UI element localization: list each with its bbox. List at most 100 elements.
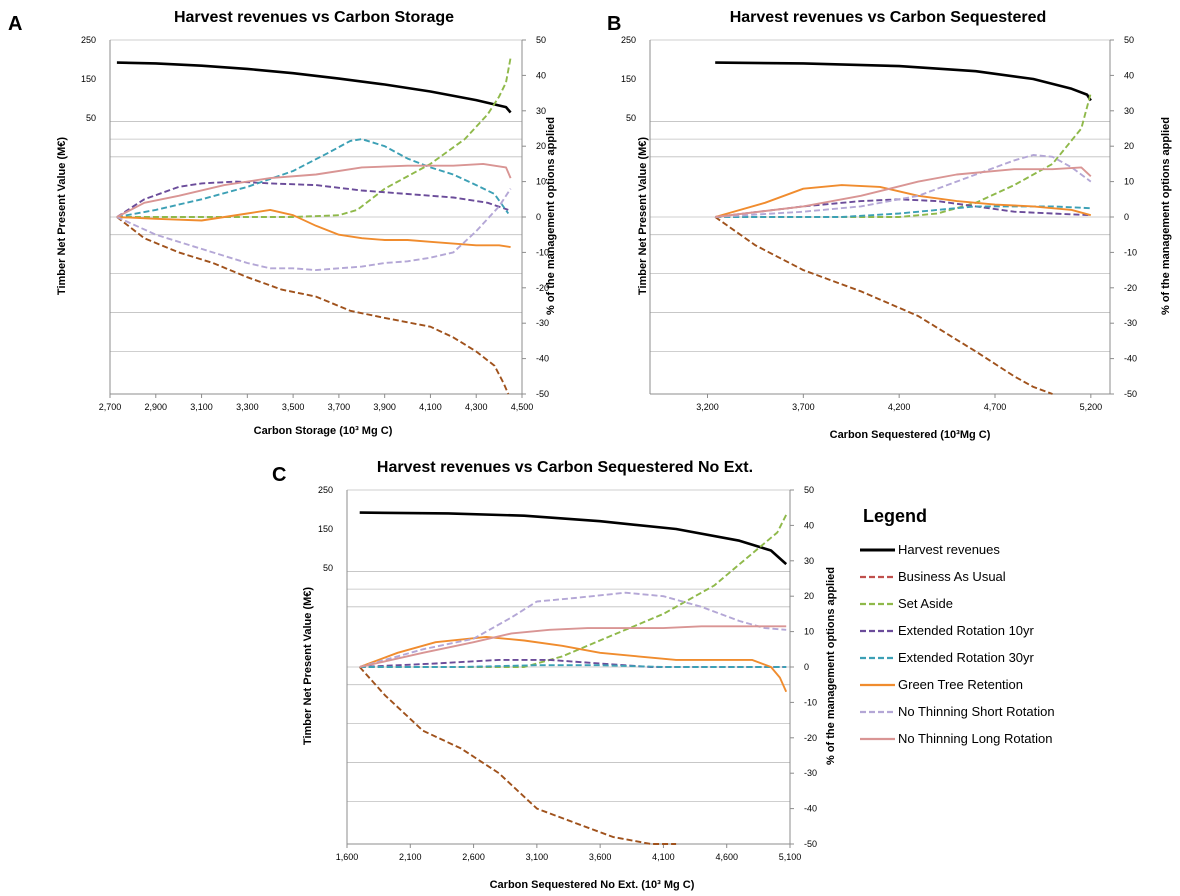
series-line-set-aside [359,514,788,668]
y-right-tick-label: -40 [536,354,549,364]
x-tick-label: 5,100 [779,852,802,862]
series-line-no-thinning-short-rotation [715,154,1092,218]
y-right-tick-label: 40 [804,520,814,530]
panel-label-b: B [607,13,621,35]
panel-label-c: C [272,464,286,486]
legend-label-extended-rotation-30yr: Extended Rotation 30yr [898,650,1035,665]
y-right-tick-label: 10 [1124,177,1134,187]
series-line-set-aside [715,92,1092,218]
y-left-tick-label: 250 [318,485,333,495]
x-tick-label: 4,500 [511,402,534,412]
x-tick-label: 4,100 [652,852,675,862]
x-tick-label: 3,600 [589,852,612,862]
chart-a: 2,700 2,900 3,100 3,300 3,500 3,700 3,900 4,100… [81,35,549,412]
x-axis-label-a: Carbon Storage (10³ Mg C) [254,425,393,437]
series-line-business-as-usual [116,216,510,395]
y-right-tick-label: -20 [1124,283,1137,293]
x-tick-label: 3,300 [236,402,259,412]
y-right-tick-label: -10 [536,247,549,257]
legend: Legend Harvest revenues Business As Usual… [860,506,1055,746]
y-right-tick-label: 20 [804,591,814,601]
x-tick-label: 2,700 [99,402,122,412]
series-line-green-tree-retention [714,184,1092,218]
series-line-no-thinning-long-rotation [359,625,787,668]
y-right-tick-label: 10 [804,627,814,637]
y-right-tick-label: 20 [1124,141,1134,151]
y-axis-right-label-a: % of the management options applied [545,117,557,315]
chart-title-b: Harvest revenues vs Carbon Sequestered [730,9,1047,26]
x-tick-label: 5,200 [1080,402,1103,412]
x-tick-label: 3,100 [526,852,549,862]
y-left-tick-label: 150 [621,74,636,84]
x-tick-label: 2,900 [145,402,168,412]
x-tick-label: 1,600 [336,852,359,862]
legend-label-harvest-revenues: Harvest revenues [898,542,1000,557]
series-line-no-thinning-long-rotation [715,166,1092,218]
x-tick-label: 3,900 [373,402,396,412]
series-line-harvest-revenues [116,61,512,114]
x-axis-label-b: Carbon Sequestered (10³Mg C) [830,429,991,441]
y-right-tick-label: -20 [536,283,549,293]
y-left-tick-label: 50 [626,113,636,123]
y-axis-left-label-c: Timber Net Present Value (M€) [302,587,314,745]
y-right-tick-label: 20 [536,141,546,151]
x-tick-label: 4,300 [465,402,488,412]
y-right-tick-label: 40 [1124,70,1134,80]
legend-label-no-thinning-long-rotation: No Thinning Long Rotation [898,731,1052,746]
x-tick-label: 3,100 [190,402,213,412]
legend-items: Harvest revenues Business As Usual Set Asi… [860,542,1055,746]
y-right-tick-label: -30 [804,768,817,778]
y-right-tick-label: 10 [536,177,546,187]
y-right-tick-label: -10 [1124,247,1137,257]
x-tick-label: 3,700 [792,402,815,412]
series-line-green-tree-retention [359,635,788,693]
x-tick-label: 2,100 [399,852,422,862]
y-axis-right-label-b: % of the management options applied [1160,117,1172,315]
legend-label-business-as-usual: Business As Usual [898,569,1006,584]
y-right-tick-label: -40 [1124,354,1137,364]
legend-title: Legend [863,506,927,526]
y-axis-left-label-a: Timber Net Present Value (M€) [56,137,68,295]
series-line-extended-rotation-10yr [359,658,787,668]
series-line-green-tree-retention [116,208,511,249]
y-left-tick-label: 150 [318,524,333,534]
chart-c: 1,600 2,100 2,600 3,100 3,600 4,100 4,600 5,100… [318,485,817,862]
y-right-tick-label: 30 [536,106,546,116]
y-right-tick-label: -30 [1124,318,1137,328]
x-tick-label: 4,200 [888,402,911,412]
y-right-tick-label: 50 [1124,35,1134,45]
y-left-tick-label: 50 [86,113,96,123]
y-right-tick-label: 0 [536,212,541,222]
y-right-tick-label: 30 [1124,106,1134,116]
x-tick-label: 4,700 [984,402,1007,412]
x-tick-label: 2,600 [462,852,485,862]
series-line-business-as-usual [714,216,1053,395]
y-right-tick-label: 0 [1124,212,1129,222]
chart-title-c: Harvest revenues vs Carbon Sequestered N… [377,459,753,476]
series-line-extended-rotation-30yr [359,664,787,668]
chart-title-a: Harvest revenues vs Carbon Storage [174,9,454,26]
series-line-extended-rotation-30yr [715,205,1091,218]
y-right-tick-label: 0 [804,662,809,672]
series-line-no-thinning-long-rotation [116,162,512,218]
legend-label-green-tree-retention: Green Tree Retention [898,677,1023,692]
y-axis-left-label-b: Timber Net Present Value (M€) [637,137,649,295]
y-right-tick-label: 50 [804,485,814,495]
y-right-tick-label: -10 [804,697,817,707]
legend-label-extended-rotation-10yr: Extended Rotation 10yr [898,623,1035,638]
x-tick-label: 3,200 [696,402,719,412]
y-left-tick-label: 250 [621,35,636,45]
x-tick-label: 3,500 [282,402,305,412]
y-right-tick-label: -50 [536,389,549,399]
y-right-tick-label: -50 [804,839,817,849]
series-line-harvest-revenues [359,511,788,566]
x-tick-label: 4,100 [419,402,442,412]
chart-b: 3,200 3,700 4,200 4,700 5,200 250 150 50 50 40 30 2… [621,35,1137,412]
y-right-tick-label: 50 [536,35,546,45]
y-right-tick-label: -50 [1124,389,1137,399]
series-line-business-as-usual [358,666,677,845]
series-line-extended-rotation-30yr [116,138,510,218]
y-axis-right-label-c: % of the management options applied [825,567,837,765]
x-tick-label: 3,700 [328,402,351,412]
